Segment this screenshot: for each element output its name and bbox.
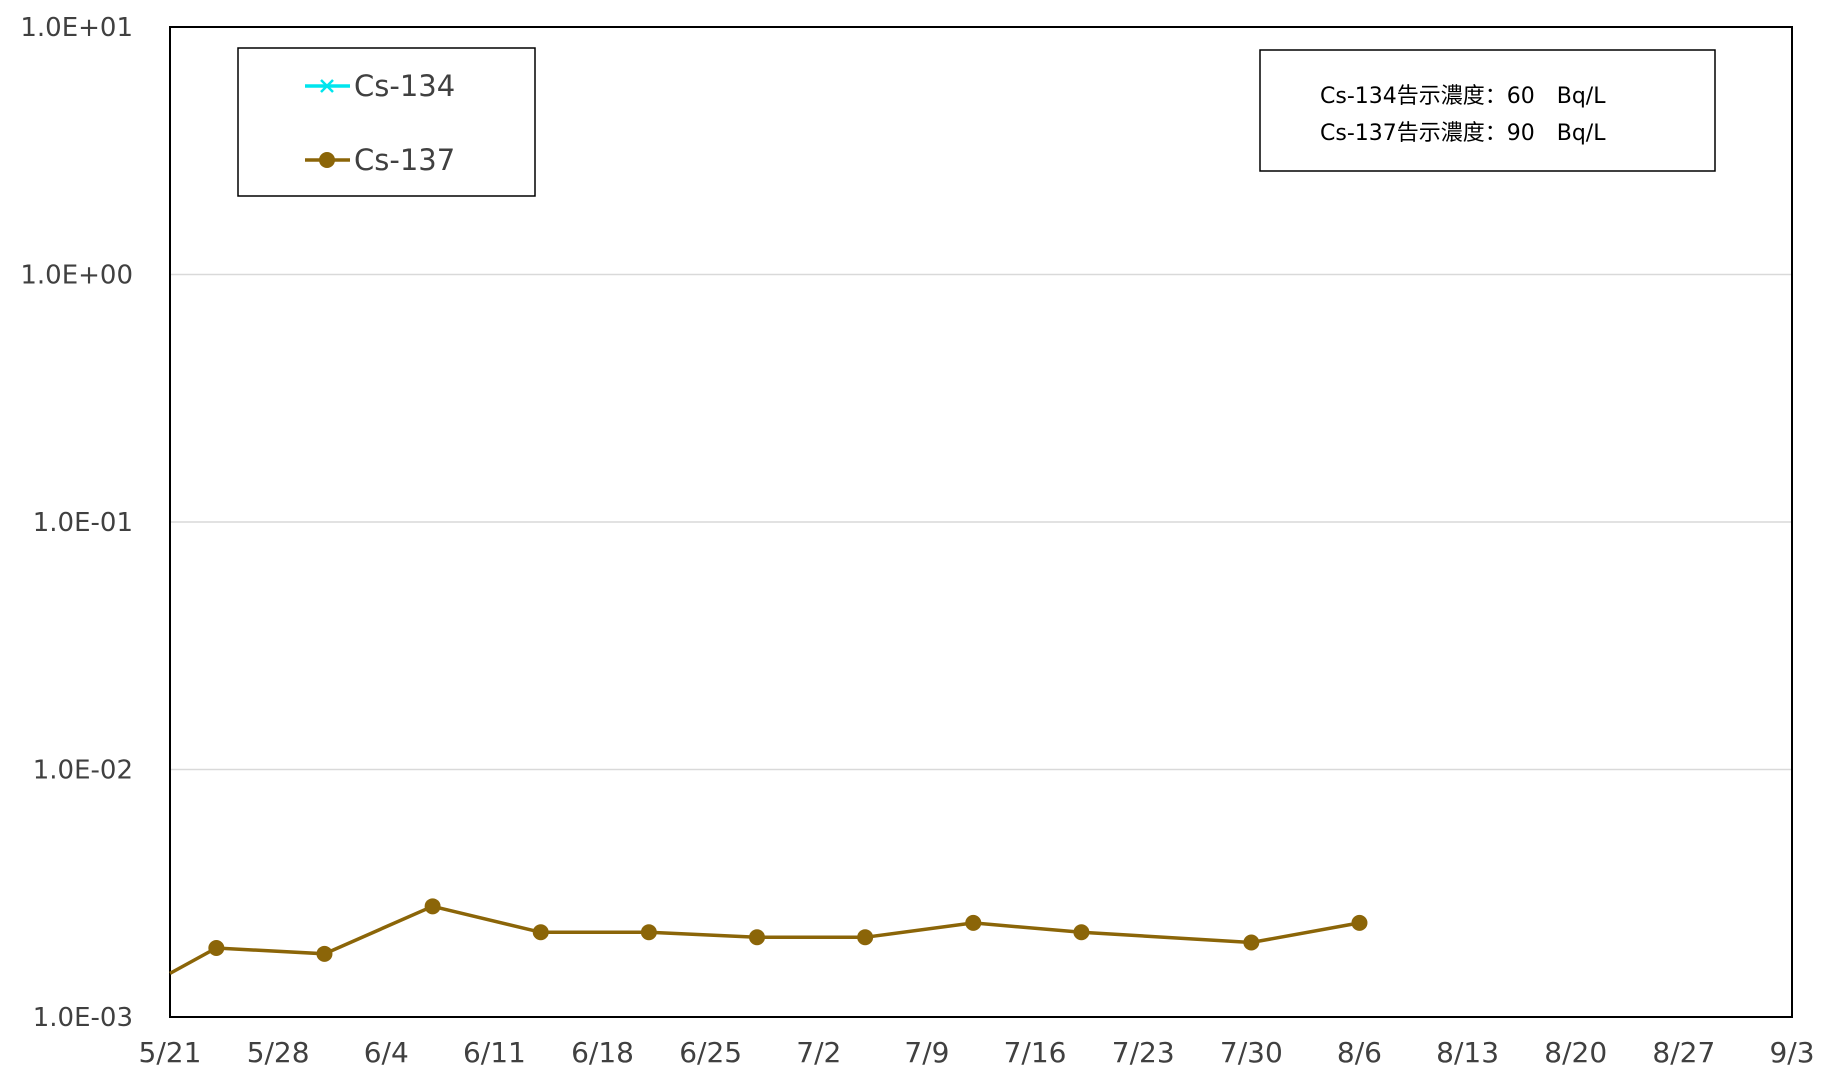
x-tick-label: 7/30 — [1220, 1036, 1283, 1069]
data-point — [1351, 914, 1368, 931]
annotation-line-cs137: Cs-137告示濃度：90 Bq/L — [1320, 121, 1606, 146]
annotation-box: Cs-134告示濃度：60 Bq/L Cs-137告示濃度：90 Bq/L — [1259, 49, 1716, 172]
x-tick-label: 6/4 — [364, 1036, 409, 1069]
y-tick-label: 1.0E-01 — [33, 508, 133, 538]
legend-label: Cs-137 — [354, 143, 455, 177]
data-point — [1073, 924, 1090, 941]
legend-box — [237, 47, 536, 197]
legend-label: Cs-134 — [354, 69, 455, 103]
series-layer — [169, 898, 1368, 975]
legend-entries: Cs-134 Cs-137 — [305, 69, 455, 177]
x-tick-label: 6/25 — [679, 1036, 742, 1069]
x-tick-label: 8/27 — [1652, 1036, 1715, 1069]
series-line — [169, 904, 1360, 975]
annotation-frame — [1259, 49, 1716, 172]
y-axis-ticks: 1.0E-03 1.0E-02 1.0E-01 1.0E+00 1.0E+01 — [20, 13, 133, 1033]
plot-area-border — [169, 26, 1793, 1018]
y-tick-label: 1.0E-02 — [33, 756, 133, 786]
data-point — [532, 924, 549, 941]
y-tick-label: 1.0E-03 — [33, 1003, 133, 1033]
grid-layer — [170, 273, 1792, 771]
legend-marker-x — [320, 79, 334, 93]
x-tick-label: 7/23 — [1112, 1036, 1175, 1069]
x-axis-ticks: 5/21 5/28 6/4 6/11 6/18 6/25 7/2 7/9 7/16 7/23 7/3… — [139, 1036, 1815, 1069]
legend-marker-circle — [319, 152, 335, 168]
data-point — [640, 924, 657, 941]
data-point — [1243, 934, 1260, 951]
x-tick-label: 7/16 — [1004, 1036, 1067, 1069]
x-tick-label: 8/6 — [1337, 1036, 1382, 1069]
data-point — [965, 914, 982, 931]
x-tick-label: 8/13 — [1436, 1036, 1499, 1069]
data-point — [749, 929, 766, 946]
y-tick-label: 1.0E+01 — [20, 13, 133, 43]
x-tick-label: 6/11 — [463, 1036, 526, 1069]
data-point — [316, 945, 333, 962]
x-tick-label: 9/3 — [1769, 1036, 1814, 1069]
data-point — [424, 898, 441, 915]
data-point — [208, 940, 225, 957]
x-tick-label: 5/21 — [139, 1036, 202, 1069]
x-tick-label: 8/20 — [1544, 1036, 1607, 1069]
x-tick-label: 5/28 — [247, 1036, 310, 1069]
y-tick-label: 1.0E+00 — [20, 261, 133, 291]
x-tick-label: 7/2 — [796, 1036, 841, 1069]
annotation-line-cs134: Cs-134告示濃度：60 Bq/L — [1320, 84, 1606, 109]
x-tick-label: 7/9 — [904, 1036, 949, 1069]
x-tick-label: 6/18 — [571, 1036, 634, 1069]
data-point — [857, 929, 874, 946]
legend: Cs-134 Cs-137 — [237, 47, 536, 197]
